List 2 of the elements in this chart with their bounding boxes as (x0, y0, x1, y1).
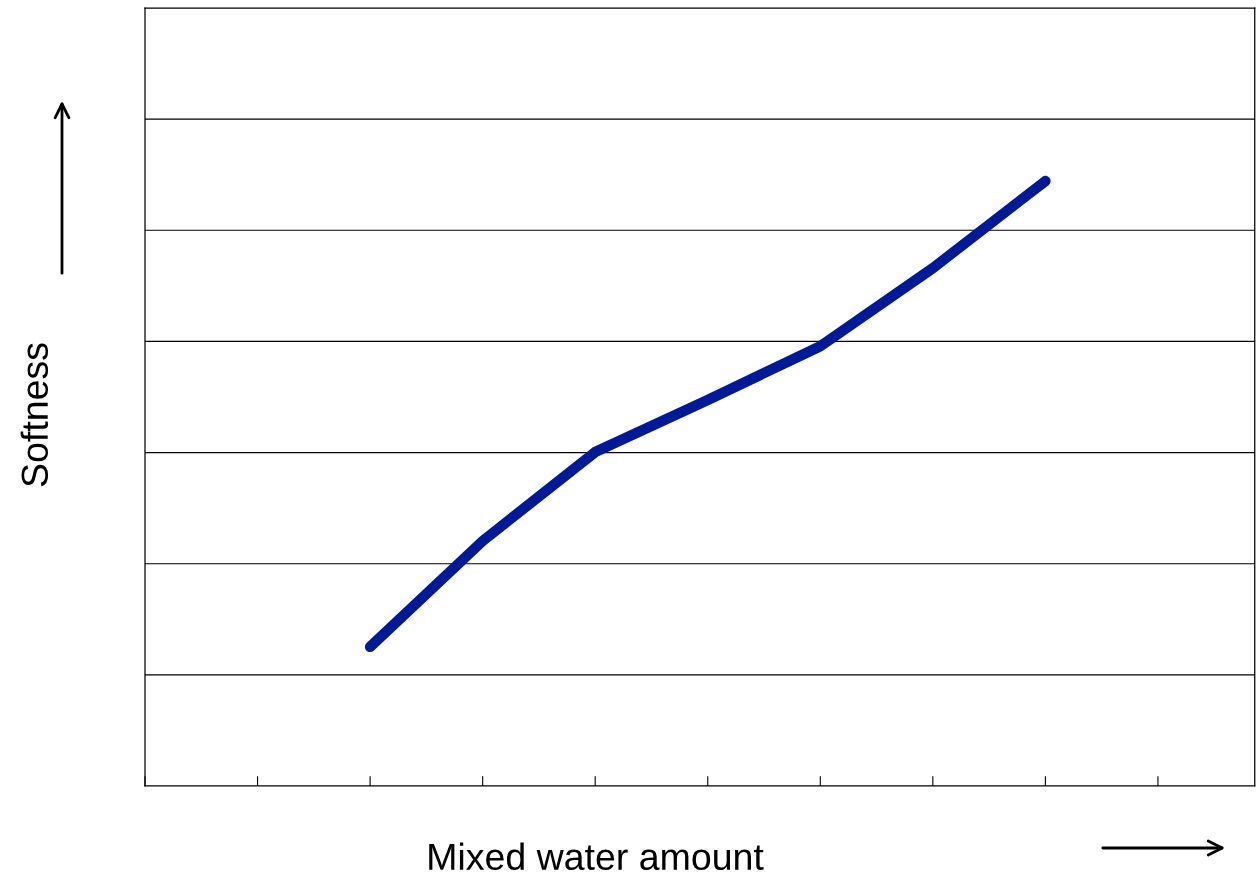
y-axis-title: Softness (20, 343, 49, 487)
x-axis-title: Mixed water amount (429, 842, 764, 871)
